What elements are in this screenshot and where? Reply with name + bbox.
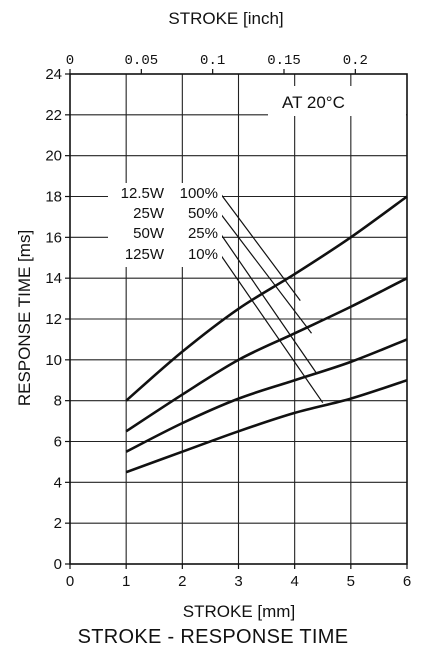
y-tick-label: 8 (54, 393, 62, 410)
legend-leader-lines (219, 192, 324, 404)
x2-axis-title: STROKE [inch] (168, 9, 283, 28)
legend-duty-label: 10% (188, 246, 218, 263)
series-line (125, 277, 408, 433)
y-tick-label: 24 (45, 66, 62, 83)
x-tick-label: 5 (347, 573, 355, 590)
leader-line (219, 212, 312, 334)
legend-bg (108, 183, 222, 267)
y-tick-label: 10 (45, 352, 62, 369)
leader-line (219, 232, 318, 375)
x-axis-title: STROKE [mm] (183, 602, 295, 621)
x2-tick-label: 0.1 (200, 53, 225, 69)
x-tick-label: 2 (178, 573, 186, 590)
y-tick-label: 6 (54, 434, 62, 451)
series-curves (125, 195, 408, 474)
y-tick-label: 18 (45, 189, 62, 206)
legend-duty-label: 100% (180, 185, 218, 202)
grid-lines (69, 73, 408, 565)
y-axis-title: RESPONSE TIME [ms] (15, 230, 34, 406)
annotation-box-bg (268, 86, 406, 116)
y-tick-label: 12 (45, 311, 62, 328)
x-tick-label: 6 (403, 573, 411, 590)
legend-power-label: 50W (133, 225, 165, 242)
legend-duty-label: 50% (188, 205, 218, 222)
chart-title: STROKE - RESPONSE TIME (77, 626, 349, 648)
legend-power-label: 25W (133, 205, 165, 222)
x2-tick-label: 0.05 (125, 53, 159, 69)
y-tick-label: 20 (45, 148, 62, 165)
x-tick-label: 1 (122, 573, 130, 590)
y-tick-label: 22 (45, 107, 62, 124)
legend: 12.5W 100% 25W 50% 50W 25% 125W 10% (108, 183, 222, 267)
legend-power-label: 12.5W (121, 185, 165, 202)
temperature-annotation: AT 20°C (282, 93, 345, 112)
y-tick-label: 0 (54, 556, 62, 573)
x2-tick-label: 0.2 (343, 53, 368, 69)
x-tick-label: 0 (66, 573, 74, 590)
x2-tick-label: 0 (66, 53, 74, 69)
series-line (125, 195, 408, 402)
series-line (125, 338, 408, 453)
y-tick-label: 16 (45, 229, 62, 246)
x-tick-label: 3 (234, 573, 242, 590)
legend-power-label: 125W (125, 246, 165, 263)
legend-duty-label: 25% (188, 225, 218, 242)
x2-tick-label: 0.15 (267, 53, 301, 69)
x-tick-label: 4 (290, 573, 298, 590)
y-tick-label: 2 (54, 515, 62, 532)
series-line (125, 379, 408, 474)
y-tick-label: 4 (54, 474, 62, 491)
leader-line (219, 192, 301, 301)
y-tick-label: 14 (45, 270, 62, 287)
